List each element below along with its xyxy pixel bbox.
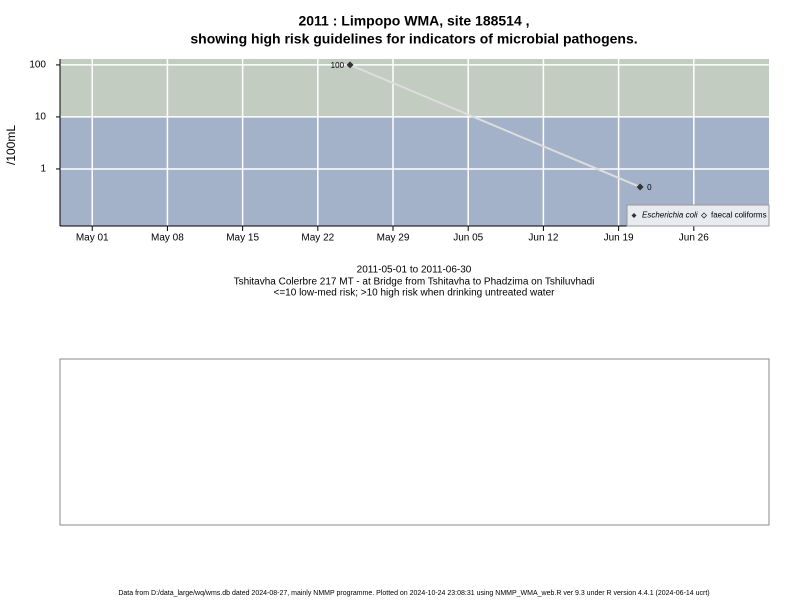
legend-box (626, 204, 770, 227)
x-tick-label: May 08 (151, 233, 184, 244)
legend-marker (631, 213, 637, 218)
subtitle: 2011-05-01 to 2011-06-30 (357, 265, 472, 276)
data-point (346, 61, 354, 69)
footer: Data from D:/data_large/wq/wms.db dated … (118, 590, 709, 597)
high-risk-band (60, 59, 769, 117)
x-tick-label: May 15 (226, 233, 259, 244)
empty-panel (59, 358, 770, 526)
data-label: 0 (647, 183, 652, 192)
legend-label: Escherichia coli (642, 211, 698, 220)
subtitle: <=10 low-med risk; >10 high risk when dr… (274, 288, 556, 299)
legend-marker (700, 212, 708, 219)
x-tick-label: Jun 26 (679, 233, 709, 244)
data-label: 100 (331, 61, 345, 70)
y-axis-label: /100mL (4, 125, 18, 165)
subtitle: Tshitavha Colerbre 217 MT - at Bridge fr… (234, 277, 595, 288)
x-tick-label: Jun 19 (604, 233, 634, 244)
x-tick-label: Jun 12 (528, 233, 558, 244)
x-tick-label: May 22 (301, 233, 334, 244)
y-tick-label: 10 (35, 112, 47, 123)
chart-title: showing high risk guidelines for indicat… (190, 31, 637, 47)
chart-title: 2011 : Limpopo WMA, site 188514 , (298, 13, 529, 29)
x-tick-label: May 29 (377, 233, 410, 244)
x-tick-label: Jun 05 (453, 233, 483, 244)
series-line (349, 64, 641, 188)
y-tick-label: 100 (29, 60, 46, 71)
x-tick-label: May 01 (76, 233, 109, 244)
y-tick-label: 1 (40, 164, 46, 175)
data-point (636, 183, 644, 191)
legend-label: faecal coliforms (711, 211, 767, 220)
